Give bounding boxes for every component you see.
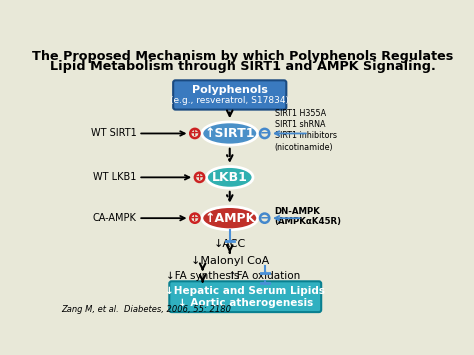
Text: SIRT1 H355A
SIRT1 shRNA
SIRT1 inhibitors
(nicotinamide): SIRT1 H355A SIRT1 shRNA SIRT1 inhibitors… (275, 109, 337, 152)
Text: −: − (259, 212, 270, 225)
Text: Zang M, et al.  Diabetes, 2006, 55: 2180: Zang M, et al. Diabetes, 2006, 55: 2180 (62, 305, 232, 313)
Text: WT LKB1: WT LKB1 (93, 172, 137, 182)
Text: ↑AMPK: ↑AMPK (204, 212, 255, 225)
Ellipse shape (202, 122, 258, 145)
Ellipse shape (207, 166, 253, 188)
FancyBboxPatch shape (169, 281, 321, 312)
Text: Polyphenols: Polyphenols (192, 85, 268, 95)
Text: (e.g., resveratrol, S17834): (e.g., resveratrol, S17834) (170, 96, 289, 105)
Text: −: − (259, 127, 270, 140)
Text: +: + (195, 172, 204, 182)
Text: Lipid Metabolism through SIRT1 and AMPK Signaling.: Lipid Metabolism through SIRT1 and AMPK … (50, 60, 436, 73)
Text: ↓ Aortic atherogenesis: ↓ Aortic atherogenesis (178, 298, 313, 308)
Text: ↑FA oxidation: ↑FA oxidation (228, 271, 301, 281)
Text: +: + (190, 213, 200, 223)
Text: ↓Malonyl CoA: ↓Malonyl CoA (191, 256, 269, 266)
Text: The Proposed Mechanism by which Polyphenols Regulates: The Proposed Mechanism by which Polyphen… (32, 50, 454, 63)
Text: ↑SIRT1: ↑SIRT1 (204, 127, 255, 140)
Text: CA-AMPK: CA-AMPK (93, 213, 137, 223)
Ellipse shape (202, 207, 258, 230)
Text: ↓ACC: ↓ACC (214, 239, 246, 249)
Text: DN-AMPK
(AMPKαK45R): DN-AMPK (AMPKαK45R) (275, 207, 342, 226)
Text: LKB1: LKB1 (212, 171, 248, 184)
Text: ↓FA synthesis: ↓FA synthesis (166, 271, 239, 281)
Text: +: + (190, 129, 200, 138)
Text: WT SIRT1: WT SIRT1 (91, 129, 137, 138)
FancyBboxPatch shape (173, 80, 286, 110)
Text: ↓Hepatic and Serum Lipids: ↓Hepatic and Serum Lipids (165, 286, 325, 296)
